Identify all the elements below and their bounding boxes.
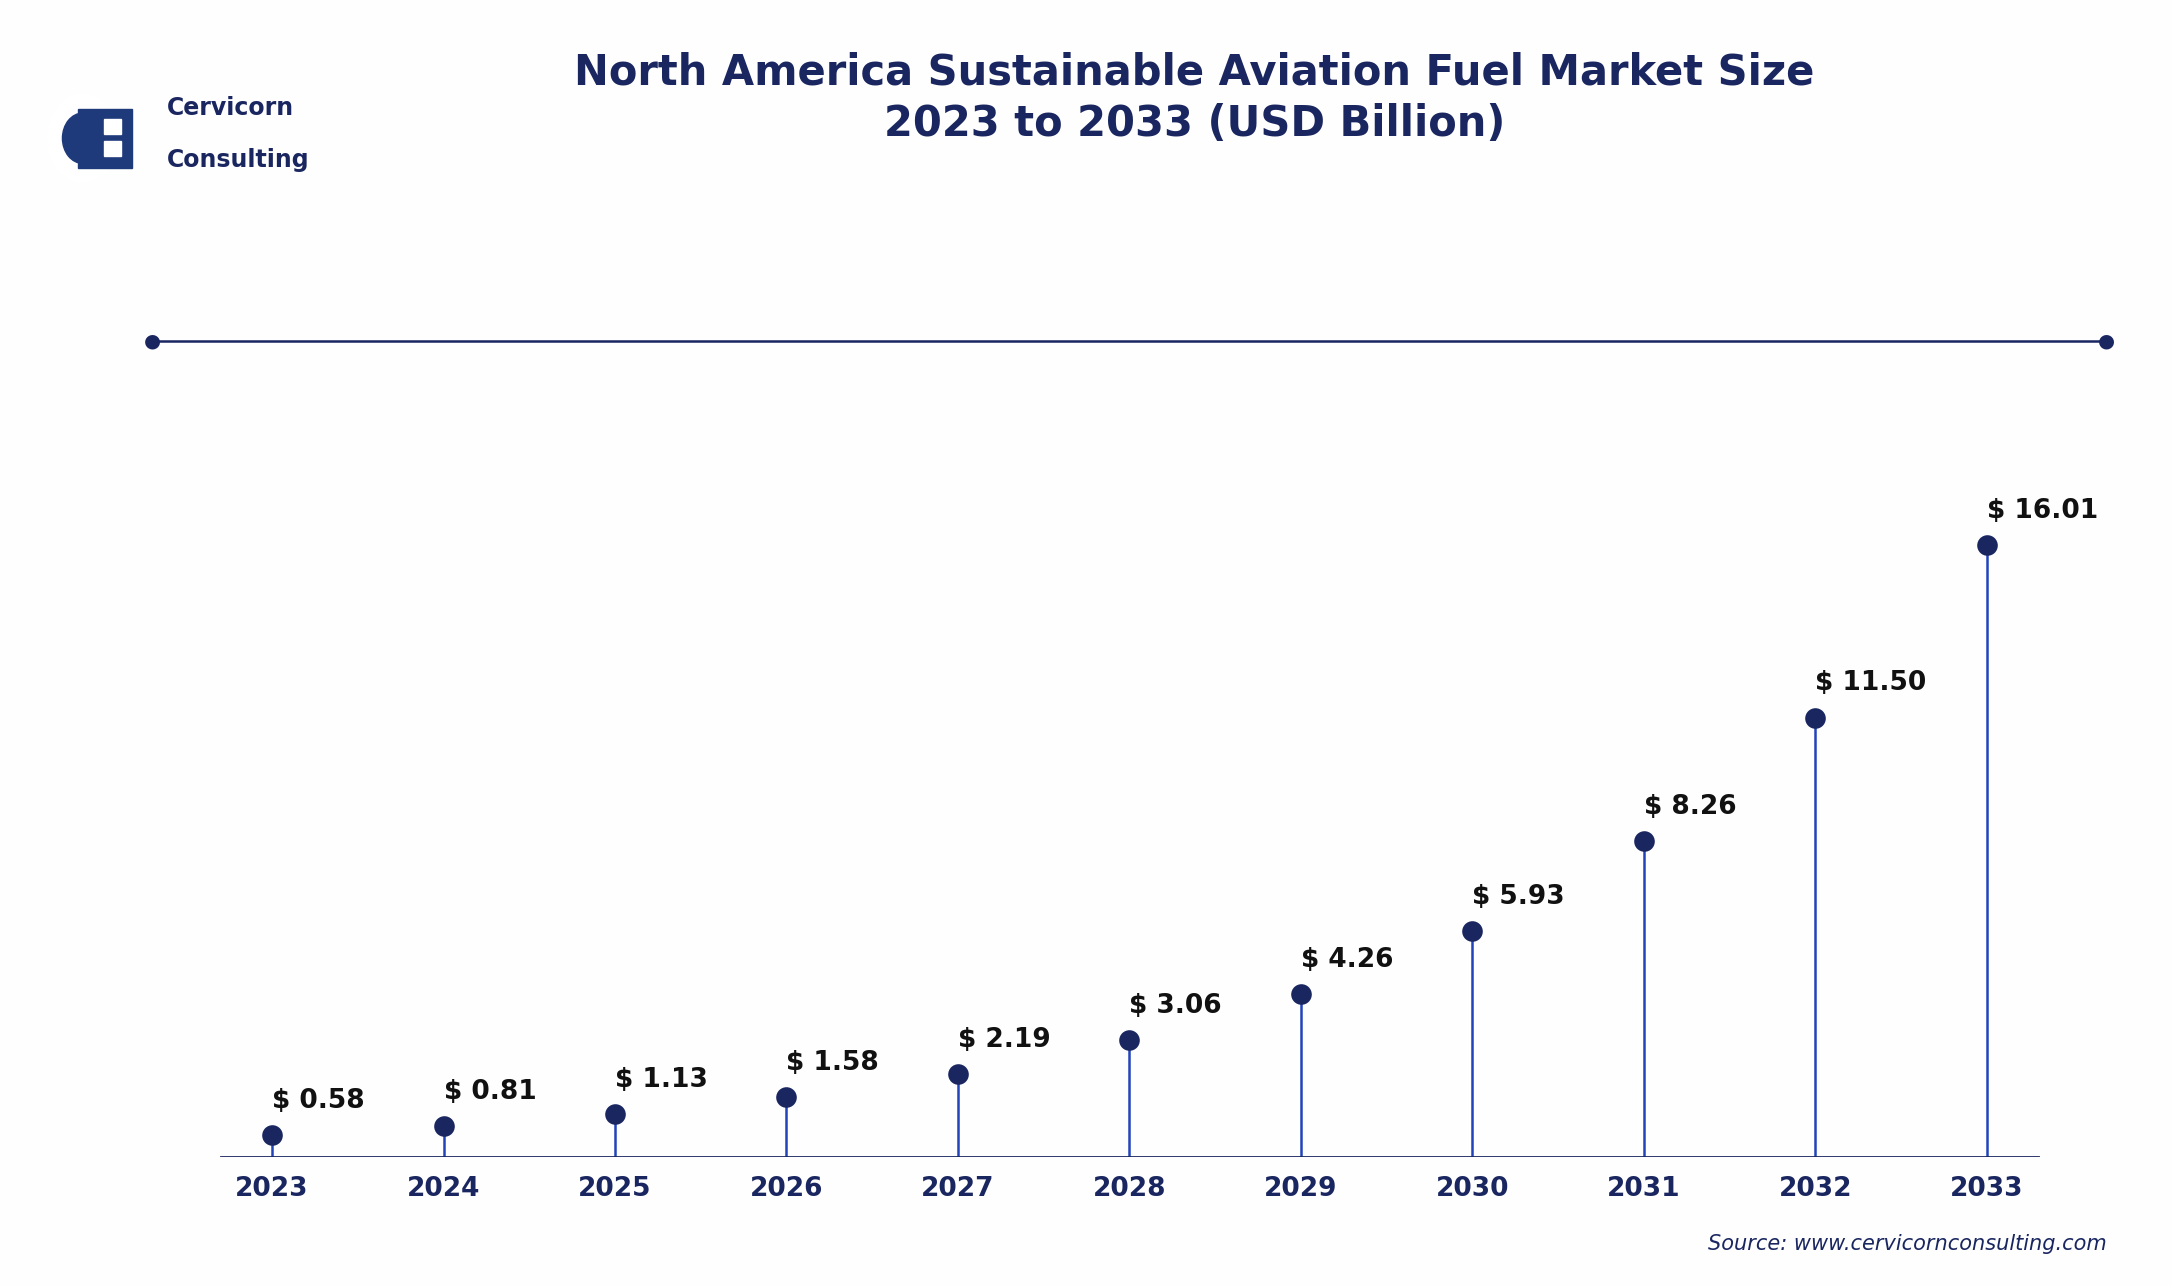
Point	[1798, 707, 1833, 728]
Text: $ 2.19: $ 2.19	[958, 1026, 1051, 1053]
Text: North America Sustainable Aviation Fuel Market Size
2023 to 2033 (USD Billion): North America Sustainable Aviation Fuel …	[573, 51, 1816, 145]
Bar	[104, 141, 122, 156]
Text: ●: ●	[2098, 332, 2116, 350]
Text: $ 1.13: $ 1.13	[615, 1067, 708, 1093]
Text: $ 1.58: $ 1.58	[786, 1049, 880, 1076]
Point	[769, 1087, 804, 1107]
Text: $ 5.93: $ 5.93	[1473, 883, 1566, 909]
Point	[1627, 831, 1662, 851]
Text: Source: www.cervicornconsulting.com: Source: www.cervicornconsulting.com	[1707, 1233, 2107, 1254]
Text: $ 0.81: $ 0.81	[443, 1079, 536, 1106]
Text: ●: ●	[143, 332, 161, 350]
Circle shape	[63, 113, 102, 163]
Text: $ 8.26: $ 8.26	[1644, 795, 1735, 820]
Bar	[104, 120, 122, 134]
Text: Cervicorn: Cervicorn	[167, 96, 295, 121]
Point	[426, 1116, 460, 1137]
Text: $ 16.01: $ 16.01	[1987, 498, 2098, 523]
Text: $ 4.26: $ 4.26	[1301, 948, 1394, 974]
Point	[940, 1064, 975, 1084]
Point	[1970, 535, 2005, 556]
Point	[1112, 1030, 1147, 1051]
Text: $ 11.50: $ 11.50	[1816, 670, 1927, 697]
Text: $ 0.58: $ 0.58	[272, 1088, 365, 1114]
Text: $ 3.06: $ 3.06	[1129, 993, 1223, 1020]
Point	[1455, 921, 1490, 941]
Text: Consulting: Consulting	[167, 148, 311, 172]
Point	[597, 1103, 632, 1124]
Point	[254, 1125, 289, 1146]
Bar	[78, 109, 132, 168]
Circle shape	[48, 94, 119, 183]
Point	[1284, 984, 1318, 1004]
